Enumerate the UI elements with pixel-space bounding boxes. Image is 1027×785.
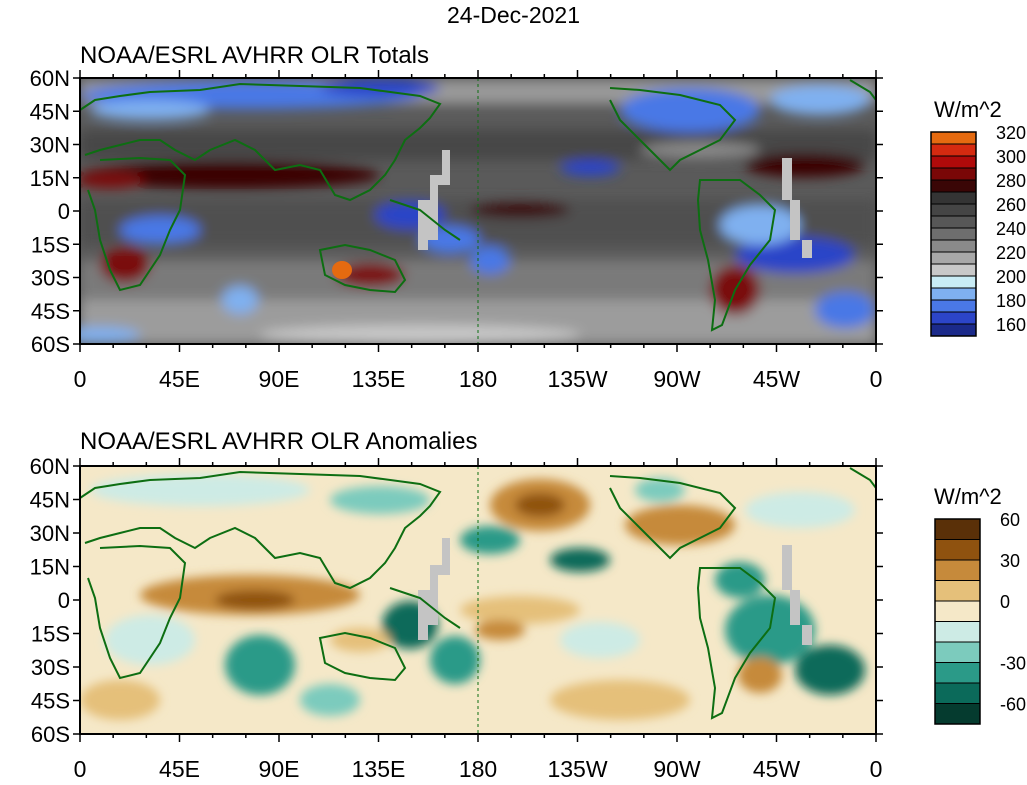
anomalies-map	[80, 466, 876, 734]
totals-lat-label: 60N	[30, 66, 70, 91]
totals-colorbar-box	[931, 252, 976, 265]
anomalies-colorbar-units: W/m^2	[934, 484, 1002, 509]
totals-colorbar-label: 300	[996, 147, 1026, 167]
totals-colorbar-label: 240	[996, 219, 1026, 239]
totals-colorbar-label: 280	[996, 171, 1026, 191]
anomalies-panel-title: NOAA/ESRL AVHRR OLR Anomalies	[80, 428, 478, 455]
anomalies-colorbar-label: 0	[1000, 592, 1010, 612]
anomalies-colorbar-box	[935, 662, 980, 684]
totals-colorbar-box	[931, 192, 976, 205]
anomalies-lon-label: 90E	[259, 756, 300, 782]
anomalies-colorbar-box	[935, 683, 980, 704]
anomalies-lat-label: 0	[58, 588, 70, 613]
totals-colorbar-box	[931, 180, 976, 193]
totals-colorbar-frame	[930, 131, 977, 337]
anomalies-lon-label: 0	[74, 756, 87, 782]
totals-colorbar-box	[931, 216, 976, 229]
totals-colorbar-label: 160	[996, 315, 1026, 335]
totals-lat-label: 45S	[31, 299, 70, 324]
totals-colorbar-box	[931, 132, 976, 145]
totals-colorbar-box	[931, 228, 976, 241]
totals-colorbar-units: W/m^2	[934, 97, 1002, 122]
anomalies-coastlines	[80, 467, 876, 720]
totals-lat-label: 15N	[30, 166, 70, 191]
anomalies-colorbar-box	[935, 580, 980, 602]
anomalies-lat-label: 30S	[31, 655, 70, 680]
date-title: 24-Dec-2021	[447, 2, 580, 28]
anomalies-lat-label: 60S	[31, 722, 70, 747]
anomalies-colorbar-box	[935, 703, 980, 725]
totals-colorbar-label: 320	[996, 123, 1026, 143]
anomalies-lon-label: 0	[870, 756, 883, 782]
totals-lat-label: 15S	[31, 232, 70, 257]
totals-colorbar-box	[931, 288, 976, 301]
anomalies-lon-label: 90W	[653, 756, 701, 782]
anomalies-lon-label: 45W	[753, 756, 801, 782]
anomalies-lon-label: 135E	[352, 756, 406, 782]
anomalies-colorbar-box	[935, 539, 980, 561]
totals-panel-title: NOAA/ESRL AVHRR OLR Totals	[80, 42, 430, 69]
totals-lon-label: 135W	[547, 366, 607, 392]
totals-lat-label: 45N	[30, 99, 70, 124]
totals-lon-label: 180	[459, 366, 497, 392]
anomalies-lat-label: 15N	[30, 555, 70, 580]
totals-colorbar-box	[931, 240, 976, 253]
anomalies-lon-label: 180	[459, 756, 497, 782]
totals-lon-label: 135E	[352, 366, 406, 392]
totals-colorbar-label: 180	[996, 291, 1026, 311]
totals-map	[80, 78, 876, 344]
totals-lon-label: 90W	[653, 366, 701, 392]
anomalies-lat-label: 45N	[30, 488, 70, 513]
anomalies-lat-label: 45S	[31, 689, 70, 714]
anomalies-lon-label: 135W	[547, 756, 607, 782]
totals-colorbar-label: 260	[996, 195, 1026, 215]
anomalies-lat-label: 30N	[30, 521, 70, 546]
anomalies-colorbar-label: -60	[1000, 695, 1026, 715]
totals-colorbar-box	[931, 168, 976, 181]
totals-lon-label: 0	[74, 366, 87, 392]
totals-colorbar-box	[931, 312, 976, 325]
anomalies-colorbar-box	[935, 519, 980, 540]
anomalies-colorbar-label: 60	[1000, 510, 1020, 530]
totals-colorbar-box	[931, 264, 976, 277]
totals-lat-label: 30N	[30, 133, 70, 158]
anomalies-lon-label: 45E	[159, 756, 200, 782]
anomalies-lat-label: 60N	[30, 454, 70, 479]
anomalies-colorbar-box	[935, 621, 980, 643]
totals-colorbar-box	[931, 300, 976, 313]
anomalies-colorbar-box	[935, 642, 980, 663]
totals-lon-label: 45W	[753, 366, 801, 392]
totals-lon-label: 0	[870, 366, 883, 392]
totals-colorbar-box	[931, 144, 976, 157]
totals-lat-label: 30S	[31, 266, 70, 291]
totals-lon-label: 90E	[259, 366, 300, 392]
totals-colorbar-label: 200	[996, 267, 1026, 287]
totals-lat-label: 0	[58, 199, 70, 224]
anomalies-colorbar-box	[935, 560, 980, 581]
anomalies-colorbar-label: -30	[1000, 654, 1026, 674]
totals-lat-label: 60S	[31, 332, 70, 357]
totals-colorbar-box	[931, 204, 976, 217]
totals-lon-label: 45E	[159, 366, 200, 392]
anomalies-lat-label: 15S	[31, 622, 70, 647]
anomalies-colorbar-label: 30	[1000, 551, 1020, 571]
totals-colorbar-box	[931, 156, 976, 169]
anomalies-colorbar-frame	[934, 518, 981, 725]
totals-colorbar-box	[931, 276, 976, 289]
anomalies-colorbar-box	[935, 601, 980, 622]
totals-colorbar-box	[931, 324, 976, 337]
totals-colorbar-label: 220	[996, 243, 1026, 263]
totals-coastlines	[80, 79, 876, 332]
